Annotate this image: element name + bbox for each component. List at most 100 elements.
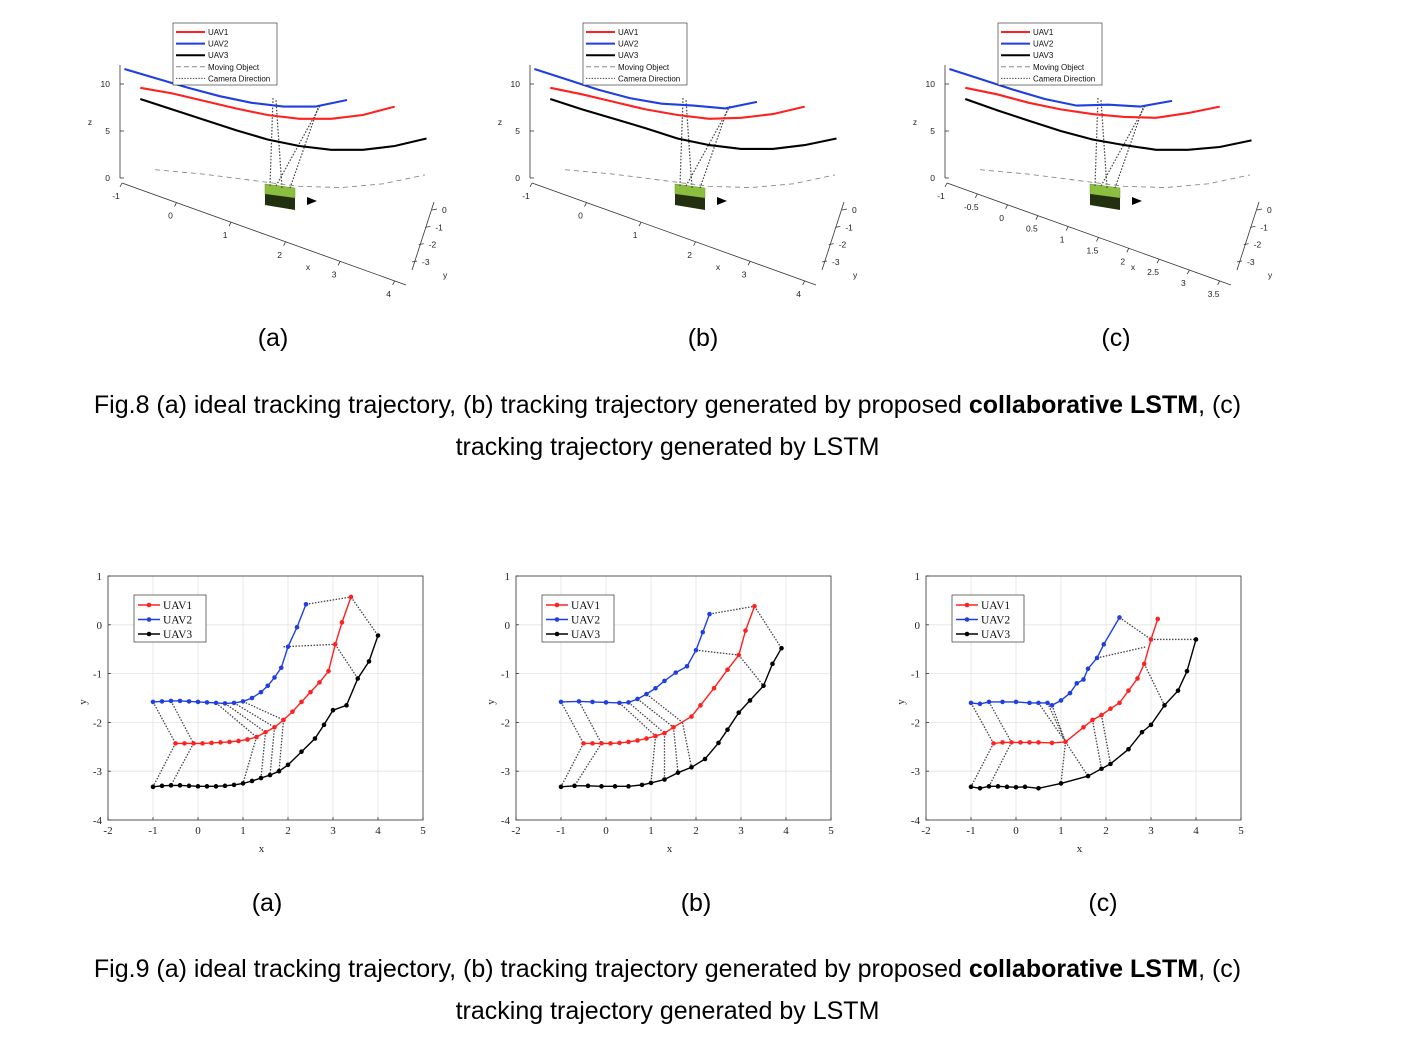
uav2-marker bbox=[977, 701, 983, 707]
y-tick bbox=[841, 208, 848, 211]
uav3-marker bbox=[1139, 729, 1145, 735]
y-tick-label: 0 bbox=[505, 620, 511, 632]
x-tick-label: 1 bbox=[1058, 825, 1064, 837]
uav1-marker bbox=[608, 741, 613, 746]
legend-label: UAV2 bbox=[618, 40, 639, 49]
uav2-marker bbox=[294, 624, 300, 630]
z-tick-label: 10 bbox=[101, 79, 111, 89]
y-tick-label: 1 bbox=[97, 571, 103, 583]
y-tick bbox=[828, 243, 834, 246]
uav3-marker bbox=[977, 785, 983, 791]
fig8a-chart: 0510z-101234x0-1-2-3yUAV1UAV2UAV3Moving … bbox=[88, 22, 448, 299]
fig9-caption-line1: Fig.9 (a) ideal tracking trajectory, (b)… bbox=[93, 955, 1242, 983]
uav2-marker bbox=[278, 665, 284, 671]
x-tick bbox=[1065, 226, 1069, 231]
uav1-marker bbox=[299, 699, 304, 705]
fig9-caption-line2: tracking trajectory generated by LSTM bbox=[455, 997, 880, 1025]
x-tick bbox=[283, 241, 286, 246]
moving-object-line bbox=[979, 169, 1251, 189]
target-front bbox=[265, 194, 295, 210]
camera-link bbox=[709, 605, 755, 615]
uav3-marker bbox=[267, 772, 273, 778]
uav3-marker bbox=[716, 740, 721, 746]
x-tick bbox=[1156, 258, 1160, 264]
x-tick bbox=[1035, 215, 1039, 220]
legend: UAV1 UAV2 UAV3 Moving Object Camera Directio… bbox=[997, 22, 1103, 86]
legend-marker bbox=[146, 602, 152, 608]
uav2-marker bbox=[603, 700, 609, 705]
legend-label: UAV3 bbox=[208, 51, 229, 60]
uav2-marker bbox=[150, 699, 156, 705]
uav1-marker bbox=[991, 741, 996, 746]
camera-link bbox=[560, 743, 585, 788]
uav3-marker bbox=[639, 782, 645, 788]
uav1-marker bbox=[332, 642, 338, 647]
uav2-marker bbox=[177, 698, 183, 704]
plot-frame bbox=[515, 575, 832, 821]
uav1-marker bbox=[590, 741, 595, 746]
uav2-marker bbox=[1058, 698, 1064, 703]
uav3-marker bbox=[1004, 784, 1010, 790]
uav2-marker bbox=[1085, 666, 1091, 672]
y-tick-label: -1 bbox=[501, 669, 510, 681]
uav1-marker bbox=[245, 737, 250, 742]
x-tick-label: 1 bbox=[633, 230, 638, 240]
uav2-marker bbox=[1036, 700, 1041, 706]
y-tick bbox=[425, 225, 431, 228]
legend: UAV1 UAV2 UAV3 bbox=[133, 594, 207, 643]
x-tick-label: 0 bbox=[1013, 825, 1019, 837]
x-tick-label: 2 bbox=[693, 825, 699, 837]
uav2-marker bbox=[213, 700, 219, 706]
camera-link bbox=[350, 596, 379, 636]
camera-link bbox=[242, 736, 258, 784]
uav2-marker bbox=[684, 663, 690, 669]
uav2-marker bbox=[968, 700, 974, 706]
x-tick-label: 5 bbox=[828, 825, 834, 837]
x-tick-label: 0 bbox=[168, 211, 173, 221]
y-tick-label: 0 bbox=[915, 620, 921, 632]
x-tick-label: -2 bbox=[103, 825, 112, 837]
uav1-marker bbox=[272, 724, 277, 730]
uav1-marker bbox=[644, 736, 649, 741]
uav3-marker bbox=[276, 768, 282, 774]
uav3-marker bbox=[258, 775, 264, 781]
x-tick-label: 4 bbox=[783, 825, 789, 837]
x-axis-label: x bbox=[716, 262, 721, 272]
y-tick-label: -2 bbox=[839, 240, 847, 250]
uav1-marker bbox=[736, 652, 742, 658]
uav3-marker bbox=[675, 770, 681, 775]
uav2-marker bbox=[1074, 681, 1080, 686]
uav1-marker bbox=[182, 741, 187, 746]
uav2-marker bbox=[700, 629, 706, 635]
fig9b-chart: -2 -1 0 1 2 3 4 5 1 0 -1 -2 -3 -4 x y UAV1 UAV2 UAV3 bbox=[485, 571, 834, 855]
legend-label: Camera Direction bbox=[208, 74, 270, 83]
uav1-marker bbox=[254, 734, 259, 740]
camera-link bbox=[738, 654, 765, 687]
camera-link bbox=[242, 700, 284, 721]
y-tick-label: -3 bbox=[93, 766, 103, 778]
y-tick bbox=[431, 208, 438, 211]
x-tick-label: 4 bbox=[375, 825, 381, 837]
uav1-marker bbox=[725, 667, 730, 672]
fig9b-panel: -2 -1 0 1 2 3 4 5 1 0 -1 -2 -3 -4 x y UAV1 UAV2 UAV3 bbox=[478, 566, 848, 866]
uav3-marker bbox=[1036, 785, 1041, 791]
uav2-marker bbox=[240, 699, 246, 704]
uav2-marker bbox=[159, 699, 165, 704]
camera-direction-line bbox=[685, 105, 731, 187]
z-tick-label: 0 bbox=[930, 173, 935, 183]
x-tick-label: 2 bbox=[687, 250, 692, 260]
uav3-marker bbox=[1184, 668, 1190, 674]
x-tick bbox=[974, 193, 978, 199]
uav1-marker bbox=[626, 739, 631, 745]
fig9a-chart: -2 -1 0 1 2 3 4 5 1 0 -1 -2 -3 -4 x y UAV1 UAV2 UAV3 bbox=[77, 571, 426, 855]
camera-direction-line bbox=[1094, 97, 1099, 187]
uav3-marker bbox=[612, 784, 618, 789]
x-tick bbox=[638, 221, 642, 227]
uav3-marker bbox=[1013, 785, 1019, 790]
fig8-label-a: (a) bbox=[257, 324, 289, 352]
x-tick-label: 4 bbox=[796, 289, 801, 299]
legend-label: UAV3 bbox=[571, 629, 600, 641]
y-axis-line bbox=[1236, 201, 1260, 271]
z-axis-label: z bbox=[88, 117, 92, 127]
uav2-marker bbox=[258, 689, 264, 695]
